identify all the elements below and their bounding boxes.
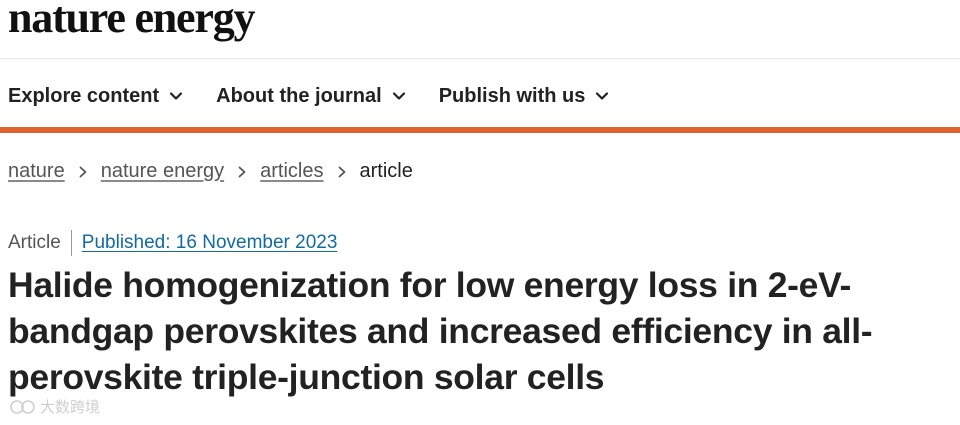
article-meta: Article Published: 16 November 2023 [8,230,337,256]
breadcrumb-nature[interactable]: nature [8,160,65,182]
chevron-right-icon [238,166,246,177]
main-nav: Explore content About the journal Publis… [8,78,642,114]
meta-divider [70,230,72,256]
chevron-right-icon [338,166,345,177]
published-date-link[interactable]: Published: 16 November 2023 [81,232,338,253]
watermark-logo-icon [10,399,35,414]
accent-bar [0,127,960,133]
breadcrumb-articles[interactable]: articles [260,160,324,182]
nav-about-the-journal[interactable]: About the journal [216,85,406,108]
article-type: Article [8,232,61,253]
chevron-down-icon [170,92,183,100]
site-logo[interactable]: nature energy [8,0,256,42]
nav-publish-with-us[interactable]: Publish with us [439,85,610,108]
nav-item-label: Explore content [8,84,160,107]
watermark-text: 大数跨境 [40,399,101,416]
breadcrumb: nature nature energy articles article [8,160,413,183]
article-title: Halide homogenization for low energy los… [8,265,873,397]
nav-item-label: About the journal [216,84,382,107]
breadcrumb-nature-energy[interactable]: nature energy [100,160,225,182]
chevron-down-icon [596,92,609,100]
nav-item-label: Publish with us [438,84,586,107]
site-header: nature energy [8,0,256,60]
chevron-down-icon [392,92,405,100]
breadcrumb-current: article [359,160,413,182]
watermark: 大数跨境 [10,396,100,417]
nav-explore-content[interactable]: Explore content [8,85,183,108]
header-divider [0,58,960,59]
chevron-right-icon [79,166,87,177]
